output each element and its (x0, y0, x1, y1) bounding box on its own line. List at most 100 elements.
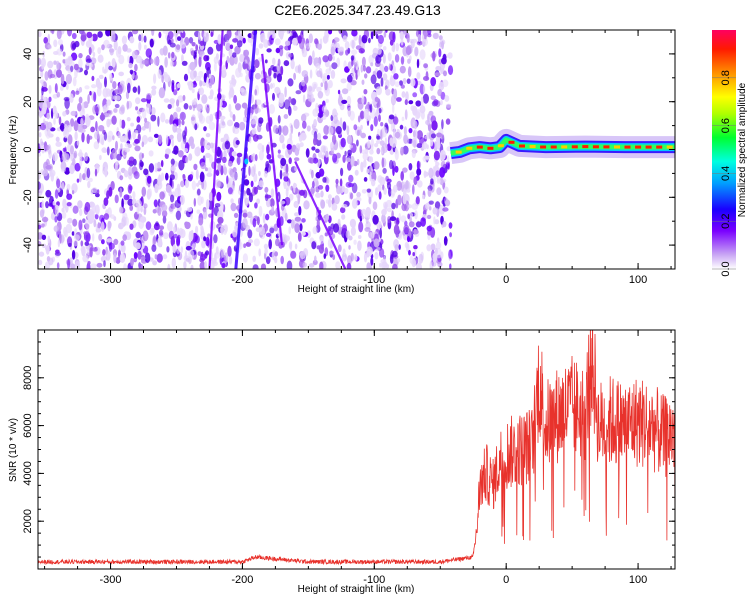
spectrogram-noise-cell (396, 180, 403, 191)
spectrogram-noise-cell (91, 33, 98, 42)
spectrogram-noise-cell (309, 157, 315, 164)
spectrogram-noise-cell (413, 120, 418, 129)
spectrogram-noise-cell (88, 63, 93, 68)
spectrogram-noise-cell (141, 186, 147, 197)
spectrogram-noise-cell (153, 73, 157, 84)
spectrogram-noise-cell (448, 222, 453, 229)
spectrogram-noise-cell (213, 62, 217, 72)
spectrogram-noise-cell (141, 141, 145, 148)
spectrogram-noise-cell (288, 193, 294, 201)
spectrogram-noise-cell (205, 199, 210, 210)
spectrogram-noise-cell (325, 98, 329, 103)
spectrogram-noise-cell (76, 140, 80, 146)
spectrogram-noise-cell (183, 261, 187, 269)
spectrogram-noise-cell (294, 243, 298, 250)
spectrogram-noise-cell (74, 162, 81, 172)
spectrogram-noise-cell (323, 253, 327, 259)
spectrogram-noise-cell (61, 211, 67, 219)
spectrogram-noise-cell (260, 263, 267, 269)
spectrogram-noise-cell (46, 121, 53, 130)
spectrogram-noise-cell (99, 214, 105, 223)
spectrogram-noise-cell (400, 84, 405, 89)
spectrogram-noise-cell (390, 94, 397, 106)
spectrogram-noise-cell (143, 35, 147, 43)
snr-series-line (38, 330, 675, 566)
spectrogram-noise-cell (195, 225, 199, 234)
spectrogram-noise-cell (38, 201, 41, 209)
spectrogram-noise-cell (128, 130, 131, 140)
spectrogram-noise-cell (56, 48, 63, 56)
spectrogram-noise-cell (144, 117, 148, 123)
spectrogram-noise-cell (286, 30, 290, 35)
spectrogram-noise-cell (261, 103, 264, 109)
spectrogram-noise-cell (299, 142, 304, 148)
spectrogram-noise-cell (171, 138, 174, 147)
spectrogram-noise-cell (430, 133, 437, 139)
spectrogram-noise-cell (121, 221, 124, 228)
spectrogram-noise-cell (231, 52, 237, 58)
spectrogram-noise-cell (172, 111, 178, 121)
spectrogram-noise-cell (254, 89, 257, 96)
spectrogram-noise-cell (232, 114, 236, 122)
spectrogram-noise-cell (424, 35, 427, 40)
spectrogram-noise-cell (322, 135, 328, 140)
spectrogram-noise-cell (346, 157, 351, 163)
spectrogram-noise-cell (56, 262, 60, 269)
spectrogram-noise-cell (364, 210, 371, 220)
spectrogram-noise-cell (253, 238, 260, 247)
spectrogram-noise-cell (121, 35, 127, 45)
spectrogram-noise-cell (358, 48, 365, 54)
spectrogram-noise-cell (67, 30, 72, 37)
spectrogram-noise-cell (123, 263, 128, 269)
spectrogram-noise-cell (59, 183, 65, 190)
spectrogram-noise-cell (391, 202, 396, 210)
spectrogram-noise-cell (203, 209, 208, 220)
spectrogram-noise-cell (100, 112, 105, 122)
spectrogram-noise-cell (315, 192, 322, 198)
spectrogram-noise-cell (399, 65, 406, 74)
spectrogram-noise-cell (330, 46, 335, 56)
spectrogram-noise-cell (143, 121, 151, 129)
spectrogram-noise-cell (331, 62, 338, 70)
spectrogram-noise-cell (439, 167, 446, 178)
spectrogram-noise-cell (153, 56, 160, 66)
spectrogram-noise-cell (263, 39, 269, 48)
spectrogram-noise-cell (360, 124, 363, 130)
carrier-peak-mark (529, 145, 536, 148)
spectrogram-noise-cell (87, 213, 94, 224)
spectrogram-noise-cell (373, 161, 380, 170)
spectrogram-noise-cell (205, 152, 211, 159)
spectrogram-noise-cell (221, 121, 226, 126)
spectrogram-noise-cell (310, 186, 315, 194)
spectrogram-noise-cell (38, 31, 42, 38)
spectrogram-noise-cell (416, 262, 422, 269)
spectrogram-noise-cell (208, 191, 213, 202)
spectrogram-noise-cell (391, 45, 395, 52)
spectrogram-noise-cell (355, 70, 358, 80)
spectrogram-noise-cell (80, 240, 84, 247)
spectrogram-noise-cell (88, 47, 92, 55)
spectrogram-noise-cell (308, 55, 313, 66)
y-tick-label: 8000 (22, 366, 34, 390)
spectrogram-noise-cell (420, 111, 425, 120)
carrier-peak-mark (624, 145, 631, 149)
x-tick-label: 100 (629, 274, 647, 286)
spectrogram-noise-cell (217, 162, 222, 172)
spectrogram-noise-cell (53, 39, 58, 48)
spectrogram-noise-cell (340, 78, 347, 84)
spectrogram-noise-cell (164, 153, 169, 159)
spectrogram-noise-cell (128, 156, 135, 164)
spectrogram-noise-cell (321, 105, 327, 113)
spectrogram-noise-cell (318, 168, 325, 177)
spectrogram-noise-cell (86, 58, 92, 63)
spectrogram-noise-cell (176, 99, 180, 107)
spectrogram-noise-cell (404, 99, 408, 106)
spectrogram-noise-cell (171, 150, 178, 155)
spectrogram-noise-cell (82, 218, 86, 223)
spectrogram-noise-cell (313, 121, 317, 127)
spectrogram-noise-cell (191, 42, 196, 47)
spectrogram-noise-cell (166, 246, 170, 253)
spectrogram-noise-cell (357, 235, 362, 239)
spectrogram-noise-cell (45, 189, 52, 198)
